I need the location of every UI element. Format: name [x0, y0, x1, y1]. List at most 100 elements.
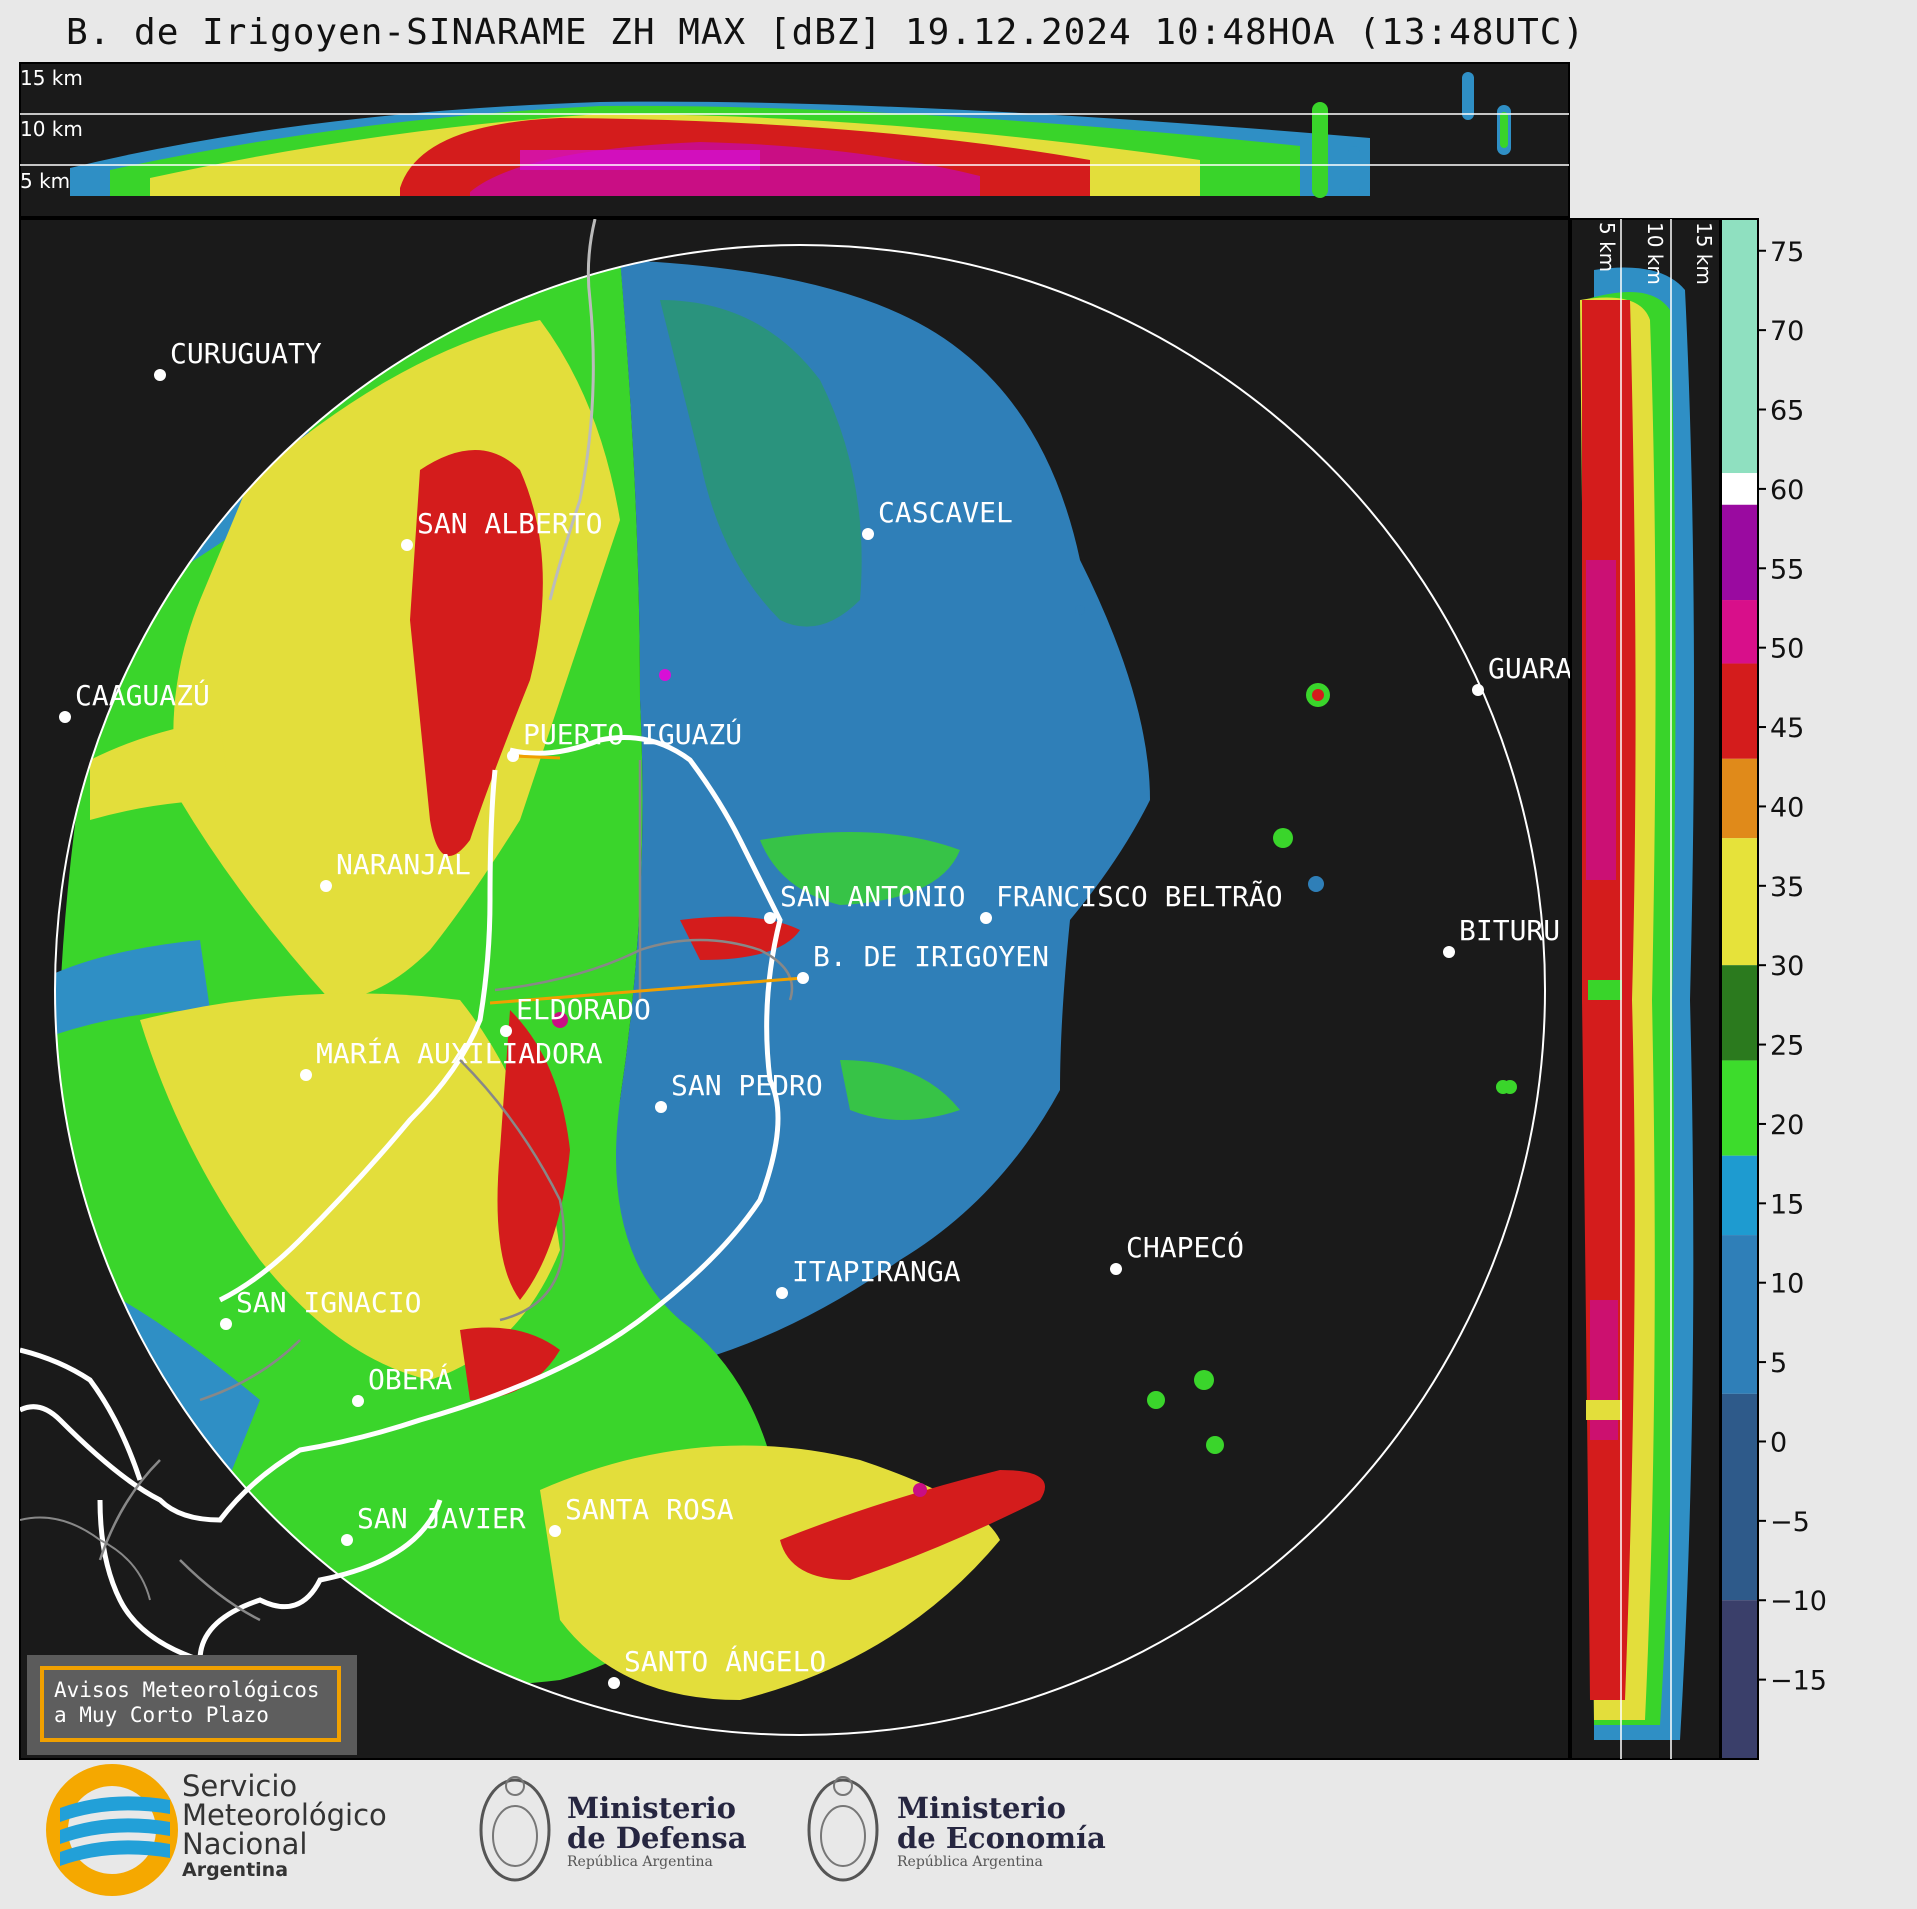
- city-bituru: BITURU: [1443, 914, 1560, 958]
- city-marker: [764, 912, 776, 924]
- economia-line3: República Argentina: [897, 1854, 1043, 1870]
- side-height-label-15km: 15 km: [1692, 222, 1716, 285]
- city-label: PUERTO IGUAZÚ: [523, 717, 742, 751]
- city-chapec-: CHAPECÓ: [1110, 1230, 1244, 1275]
- city-label: FRANCISCO BELTRÃO: [996, 880, 1283, 913]
- city-marker: [608, 1677, 620, 1689]
- warning-box-line1: Avisos Meteorológicos: [54, 1678, 320, 1702]
- city-label: CAAGUAZÚ: [75, 678, 210, 712]
- city-label: CASCAVEL: [878, 496, 1013, 529]
- colorbar-segment: [1721, 1155, 1758, 1236]
- city-label: CHAPECÓ: [1126, 1230, 1244, 1264]
- city-label: SAN PEDRO: [671, 1069, 823, 1102]
- city-itapiranga: ITAPIRANGA: [776, 1255, 961, 1299]
- colorbar-tick-label: 50: [1770, 634, 1804, 665]
- colorbar-tick-label: −5: [1770, 1507, 1810, 1538]
- city-label: CURUGUATY: [170, 337, 322, 370]
- city-guara: GUARA: [1472, 652, 1572, 696]
- warning-box[interactable]: Avisos Meteorológicos a Muy Corto Plazo: [27, 1655, 357, 1755]
- city-curuguaty: CURUGUATY: [154, 337, 322, 381]
- city-label: ITAPIRANGA: [792, 1255, 961, 1288]
- colorbar-tick-label: 10: [1770, 1269, 1804, 1300]
- city-marker: [1472, 684, 1484, 696]
- city-marker: [352, 1395, 364, 1407]
- city-naranjal: NARANJAL: [320, 848, 471, 892]
- city-marker: [980, 912, 992, 924]
- colorbar-segment: [1721, 504, 1758, 601]
- city-san-alberto: SAN ALBERTO: [401, 507, 602, 551]
- height-label-15km: 15 km: [20, 66, 83, 90]
- city-marker: [320, 880, 332, 892]
- city-san-javier: SAN JAVIER: [341, 1502, 526, 1546]
- economia-seal: [807, 1776, 879, 1882]
- city-label: MARÍA AUXILIADORA: [316, 1036, 603, 1070]
- economia-line1: Ministerio: [897, 1791, 1067, 1825]
- city-caaguaz-: CAAGUAZÚ: [59, 678, 210, 723]
- colorbar-tick-label: 20: [1770, 1110, 1804, 1141]
- city-san-pedro: SAN PEDRO: [655, 1069, 823, 1113]
- city-ober-: OBERÁ: [352, 1362, 452, 1407]
- defensa-logo-text: Ministerio de Defensa República Argentin…: [567, 1793, 747, 1871]
- colorbar-segment: [1721, 1235, 1758, 1394]
- warning-box-frame[interactable]: Avisos Meteorológicos a Muy Corto Plazo: [40, 1666, 341, 1742]
- colorbar-tick-label: 35: [1770, 872, 1804, 903]
- city-label: BITURU: [1459, 914, 1560, 947]
- smn-line3: Nacional: [182, 1827, 308, 1861]
- city-marker: [500, 1025, 512, 1037]
- city-marker: [507, 750, 519, 762]
- economia-logo-text: Ministerio de Economía República Argenti…: [897, 1793, 1106, 1871]
- city-francisco-beltr-o: FRANCISCO BELTRÃO: [980, 880, 1283, 924]
- height-profile-top: 15 km 10 km 5 km: [19, 62, 1570, 218]
- radar-ppi-panel: CURUGUATY SAN ALBERTO CASCAVEL CAAGUAZÚ GUAR…: [19, 218, 1572, 1760]
- map-title: B. de Irigoyen-SINARAME ZH MAX [dBZ] 19.…: [66, 12, 1586, 53]
- city-label: OBERÁ: [368, 1362, 452, 1396]
- city-marker: [1110, 1263, 1122, 1275]
- height-label-10km: 10 km: [20, 117, 83, 141]
- city-mar-a-auxiliadora: MARÍA AUXILIADORA: [300, 1036, 603, 1081]
- colorbar-tick-label: 15: [1770, 1189, 1804, 1220]
- city-marker: [1443, 946, 1455, 958]
- colorbar-tick-label: 45: [1770, 713, 1804, 744]
- colorbar-tick-label: 55: [1770, 554, 1804, 585]
- city-label: ELDORADO: [516, 993, 651, 1026]
- side-height-label-10km: 10 km: [1643, 222, 1667, 285]
- defensa-line2: de Defensa: [567, 1821, 747, 1855]
- colorbar-tick-label: −10: [1770, 1586, 1827, 1617]
- colorbar-segment: [1721, 838, 1758, 966]
- smn-logo: [46, 1764, 178, 1896]
- city-marker: [862, 528, 874, 540]
- defensa-seal: [479, 1776, 551, 1882]
- city-label: SAN IGNACIO: [236, 1286, 421, 1319]
- city-label: SAN JAVIER: [357, 1502, 526, 1535]
- colorbar-segment: [1721, 473, 1758, 505]
- city-san-antonio: SAN ANTONIO: [764, 880, 965, 924]
- city-marker: [401, 539, 413, 551]
- smn-logo-text: Servicio Meteorológico Nacional Argentin…: [182, 1772, 387, 1882]
- city-santo-ngelo: SANTO ÁNGELO: [608, 1644, 826, 1689]
- city-label: B. DE IRIGOYEN: [813, 940, 1049, 973]
- colorbar-segment: [1721, 600, 1758, 664]
- city-santa-rosa: SANTA ROSA: [549, 1493, 734, 1537]
- city-marker: [549, 1525, 561, 1537]
- city-marker: [154, 369, 166, 381]
- city-label: SANTO ÁNGELO: [624, 1644, 826, 1678]
- height-label-5km: 5 km: [20, 169, 70, 193]
- city-label: SANTA ROSA: [565, 1493, 734, 1526]
- city-label: NARANJAL: [336, 848, 471, 881]
- colorbar-tick-label: 25: [1770, 1031, 1804, 1062]
- defensa-line3: República Argentina: [567, 1854, 713, 1870]
- city-puerto-iguaz-: PUERTO IGUAZÚ: [507, 717, 742, 762]
- colorbar-tick-label: 65: [1770, 396, 1804, 427]
- city-san-ignacio: SAN IGNACIO: [220, 1286, 421, 1330]
- city-label: SAN ALBERTO: [417, 507, 602, 540]
- height-profile-side: 5 km 10 km 15 km: [1570, 218, 1721, 1760]
- smn-line4: Argentina: [182, 1859, 289, 1881]
- city-marker: [341, 1534, 353, 1546]
- colorbar-tick-label: 5: [1770, 1348, 1787, 1379]
- colorbar-segment: [1721, 1393, 1758, 1601]
- city-label: SAN ANTONIO: [780, 880, 965, 913]
- city-layer: CURUGUATY SAN ALBERTO CASCAVEL CAAGUAZÚ GUAR…: [59, 337, 1572, 1689]
- colorbar-segment: [1721, 663, 1758, 759]
- colorbar-segment: [1721, 1060, 1758, 1156]
